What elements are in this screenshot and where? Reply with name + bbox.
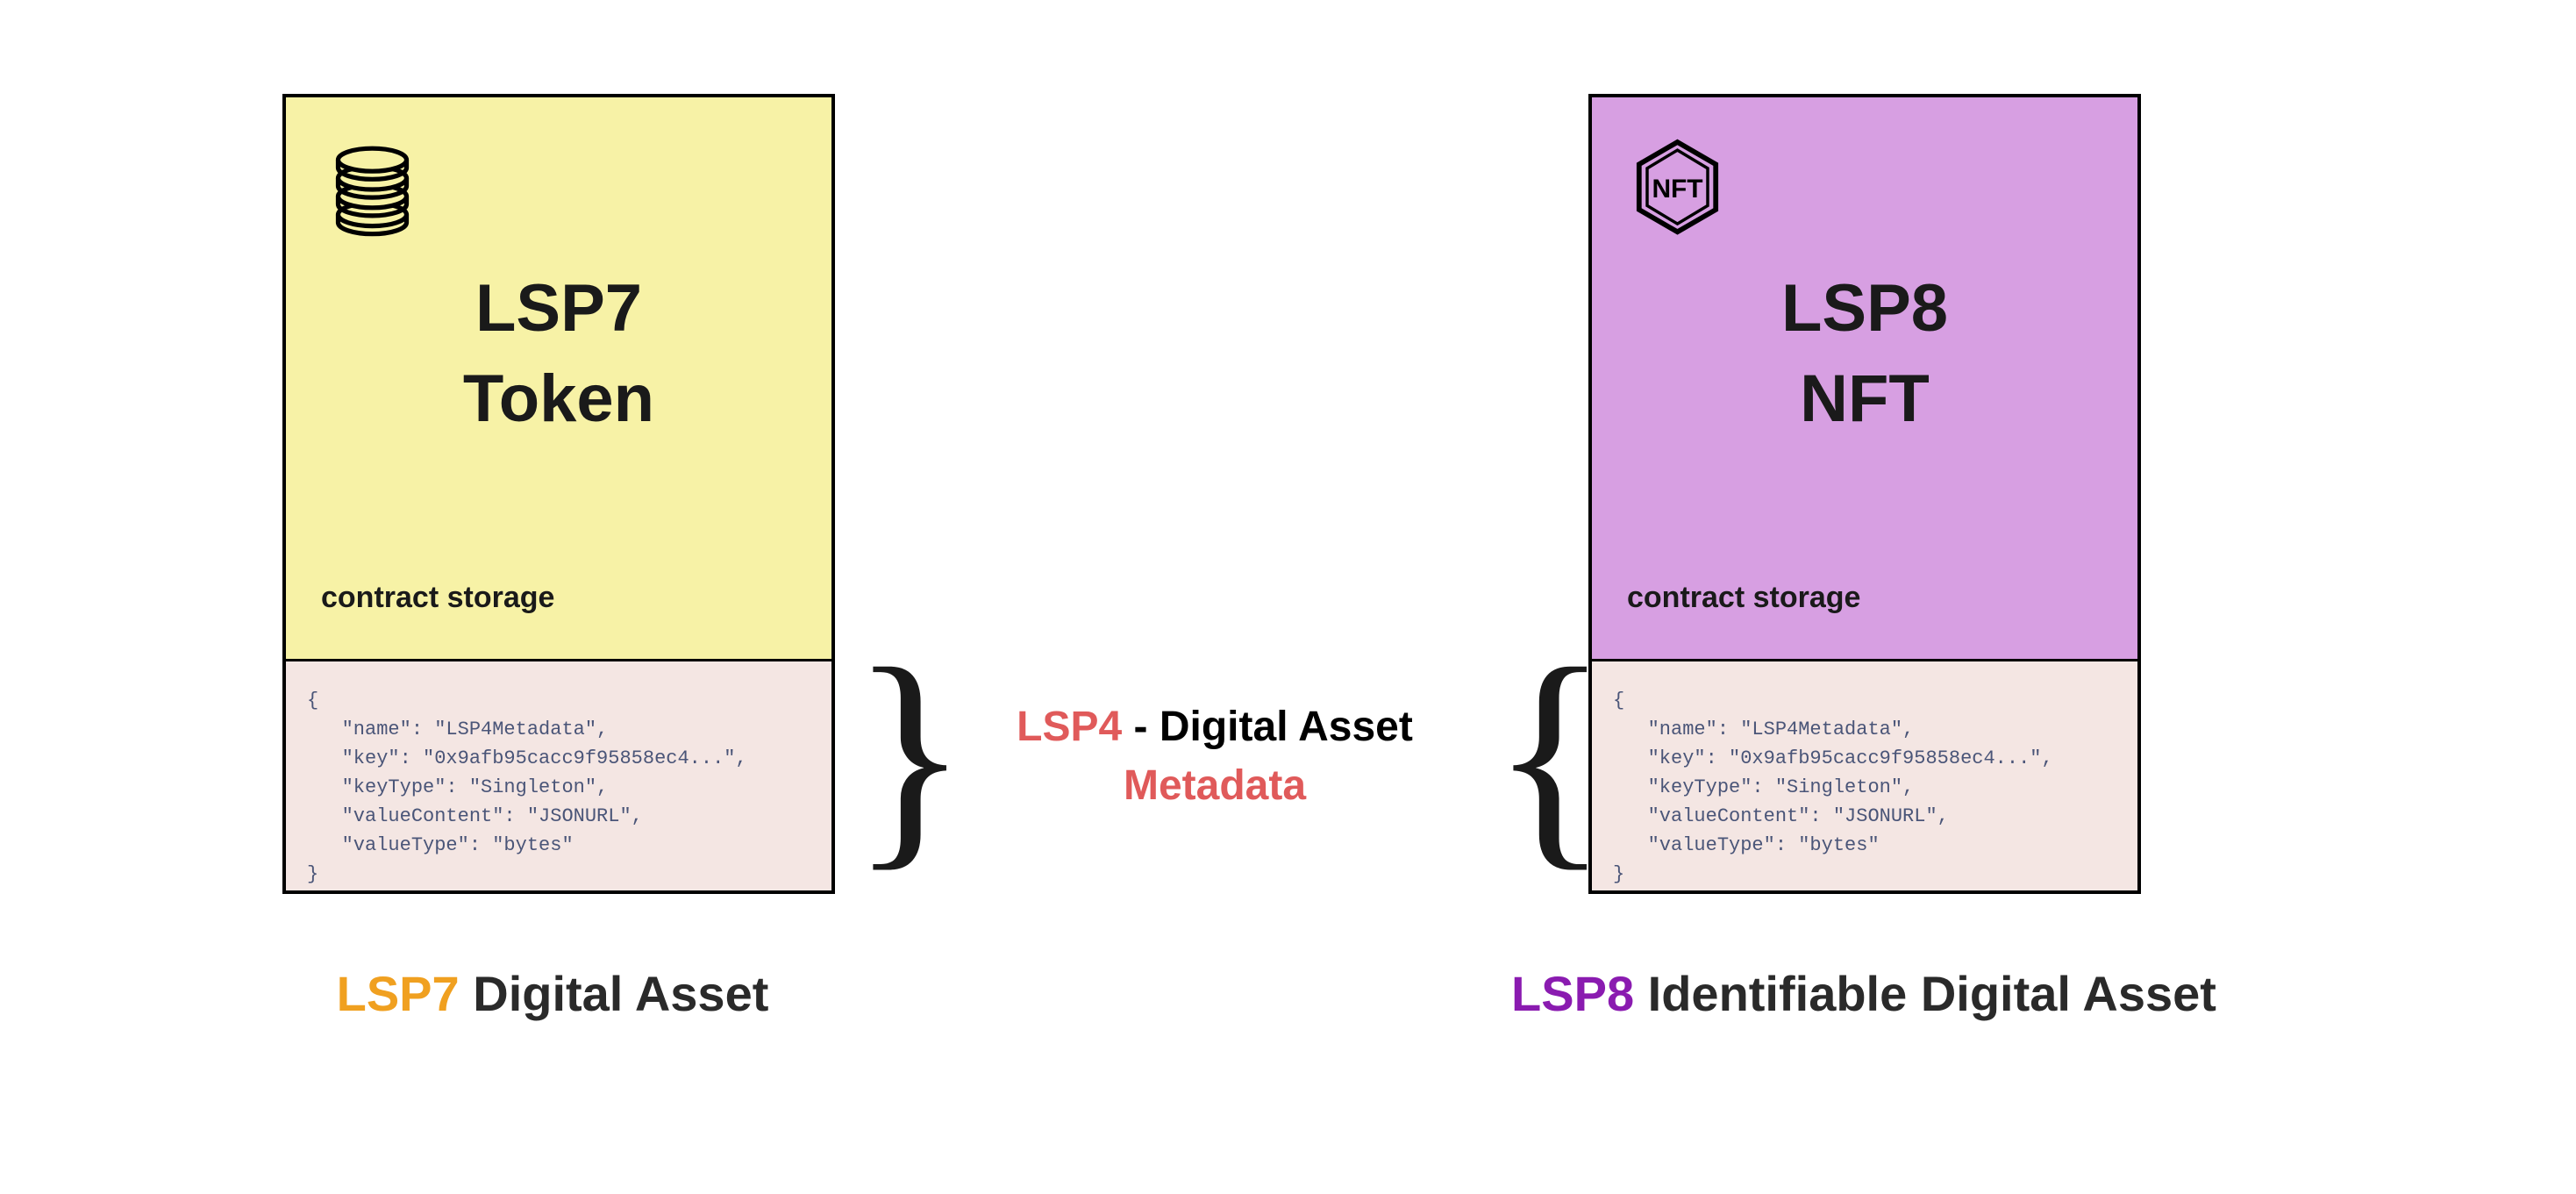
lsp4-suffix: - Digital Asset (1122, 704, 1413, 750)
code-line: { (307, 686, 810, 715)
center-label: LSP4 - Digital Asset Metadata (947, 697, 1482, 815)
lsp7-header: LSP7 Token contract storage (286, 97, 831, 659)
lsp7-icon-area (321, 132, 796, 247)
lsp7-caption-suffix: Digital Asset (460, 966, 769, 1021)
lsp8-card: NFT LSP8 NFT contract storage { "name": … (1588, 94, 2141, 894)
lsp7-card: LSP7 Token contract storage { "name": "L… (282, 94, 835, 894)
lsp7-caption: LSP7 Digital Asset (158, 965, 947, 1022)
code-line: "name": "LSP4Metadata", (307, 715, 810, 744)
code-line: "keyType": "Singleton", (307, 773, 810, 802)
nft-hexagon-icon: NFT (1627, 132, 1728, 247)
lsp8-caption: LSP8 Identifiable Digital Asset (1359, 965, 2368, 1022)
lsp8-header: NFT LSP8 NFT contract storage (1592, 97, 2137, 659)
lsp7-caption-prefix: LSP7 (337, 966, 460, 1021)
lsp8-code-block: { "name": "LSP4Metadata", "key": "0x9afb… (1592, 659, 2137, 890)
code-line: } (1613, 860, 2116, 889)
lsp7-title-line2: Token (463, 361, 654, 436)
code-line: "keyType": "Singleton", (1613, 773, 2116, 802)
lsp8-storage-label: contract storage (1627, 581, 2102, 615)
code-line: { (1613, 686, 2116, 715)
code-line: "key": "0x9afb95cacc9f95858ec4...", (1613, 744, 2116, 773)
diagram-container: LSP7 Token contract storage { "name": "L… (0, 0, 2576, 1194)
code-line: "valueType": "bytes" (307, 831, 810, 860)
lsp8-title-line1: LSP8 (1781, 271, 1948, 346)
code-line: "key": "0x9afb95cacc9f95858ec4...", (307, 744, 810, 773)
coins-icon (321, 132, 435, 247)
lsp8-caption-prefix: LSP8 (1511, 966, 1634, 1021)
lsp8-title-line2: NFT (1800, 361, 1930, 436)
code-line: "name": "LSP4Metadata", (1613, 715, 2116, 744)
lsp7-title: LSP7 Token (321, 264, 796, 444)
lsp8-icon-area: NFT (1627, 132, 2102, 247)
lsp4-prefix: LSP4 (1017, 704, 1122, 750)
lsp8-title: LSP8 NFT (1627, 264, 2102, 444)
right-brace: { (1491, 632, 1609, 877)
lsp7-code-block: { "name": "LSP4Metadata", "key": "0x9afb… (286, 659, 831, 890)
code-line: "valueContent": "JSONURL", (1613, 802, 2116, 831)
lsp4-line2: Metadata (1124, 762, 1306, 809)
code-line: } (307, 860, 810, 889)
lsp7-storage-label: contract storage (321, 581, 796, 615)
code-line: "valueType": "bytes" (1613, 831, 2116, 860)
code-line: "valueContent": "JSONURL", (307, 802, 810, 831)
lsp7-title-line1: LSP7 (475, 271, 642, 346)
lsp8-caption-suffix: Identifiable Digital Asset (1634, 966, 2216, 1021)
svg-text:NFT: NFT (1652, 175, 1702, 204)
